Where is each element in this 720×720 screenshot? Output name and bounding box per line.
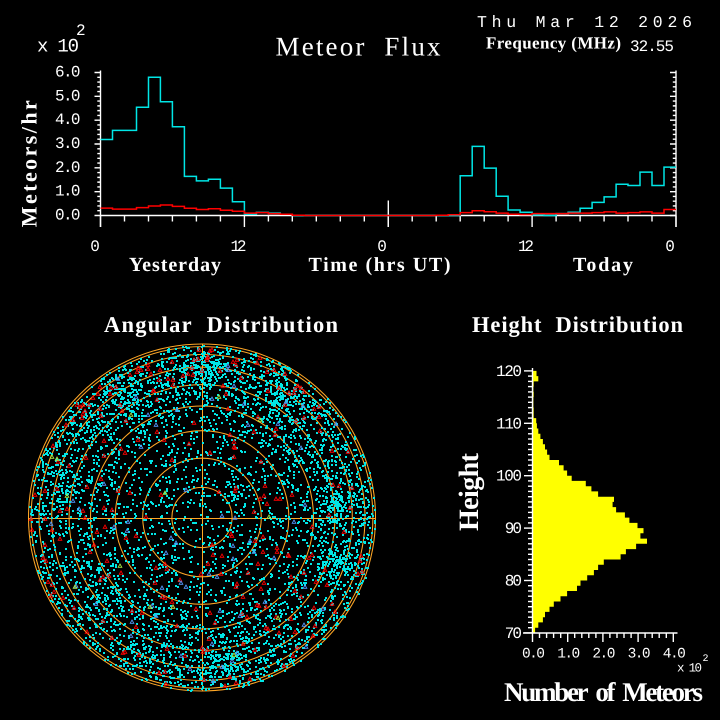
svg-text:Height: Height: [454, 452, 485, 531]
svg-text:Meteor Flux: Meteor Flux: [276, 32, 442, 62]
svg-text:4.0: 4.0: [55, 111, 81, 129]
svg-text:Number of Meteors: Number of Meteors: [504, 677, 703, 707]
svg-text:0.0: 0.0: [55, 207, 81, 225]
svg-text:2.0: 2.0: [55, 159, 81, 177]
svg-text:3.0: 3.0: [628, 647, 651, 663]
svg-text:5.0: 5.0: [55, 87, 81, 105]
svg-text:2.0: 2.0: [592, 647, 615, 663]
svg-text:6.0: 6.0: [55, 64, 81, 82]
svg-text:32.55: 32.55: [630, 38, 674, 56]
svg-text:12: 12: [518, 238, 534, 256]
svg-text:110: 110: [496, 415, 522, 433]
svg-text:100: 100: [496, 468, 522, 486]
svg-text:x 10: x 10: [37, 36, 79, 58]
svg-text:Height Distribution: Height Distribution: [472, 312, 683, 337]
svg-text:Yesterday: Yesterday: [129, 254, 221, 276]
svg-text:0.0: 0.0: [522, 647, 545, 663]
svg-text:80: 80: [505, 573, 522, 591]
svg-text:1.0: 1.0: [557, 647, 580, 663]
svg-text:Thu Mar 12 2026: Thu Mar 12 2026: [477, 13, 692, 32]
svg-text:Today: Today: [573, 254, 633, 276]
svg-text:Meteors/hr: Meteors/hr: [17, 100, 42, 227]
svg-text:12: 12: [231, 238, 247, 256]
svg-text:0: 0: [665, 238, 675, 256]
svg-text:Frequency (MHz): Frequency (MHz): [486, 34, 621, 53]
svg-text:Time (hrs UT): Time (hrs UT): [309, 254, 451, 276]
svg-text:120: 120: [496, 363, 522, 381]
svg-text:3.0: 3.0: [55, 135, 81, 153]
svg-text:x 10: x 10: [677, 662, 702, 676]
svg-text:2: 2: [76, 22, 86, 40]
svg-text:90: 90: [505, 520, 522, 538]
svg-text:70: 70: [505, 625, 522, 643]
svg-text:2: 2: [703, 654, 709, 665]
svg-text:Angular Distribution: Angular Distribution: [104, 312, 338, 337]
svg-text:0: 0: [377, 238, 387, 256]
svg-text:0: 0: [90, 238, 100, 256]
svg-text:4.0: 4.0: [663, 647, 686, 663]
svg-text:1.0: 1.0: [55, 183, 81, 201]
